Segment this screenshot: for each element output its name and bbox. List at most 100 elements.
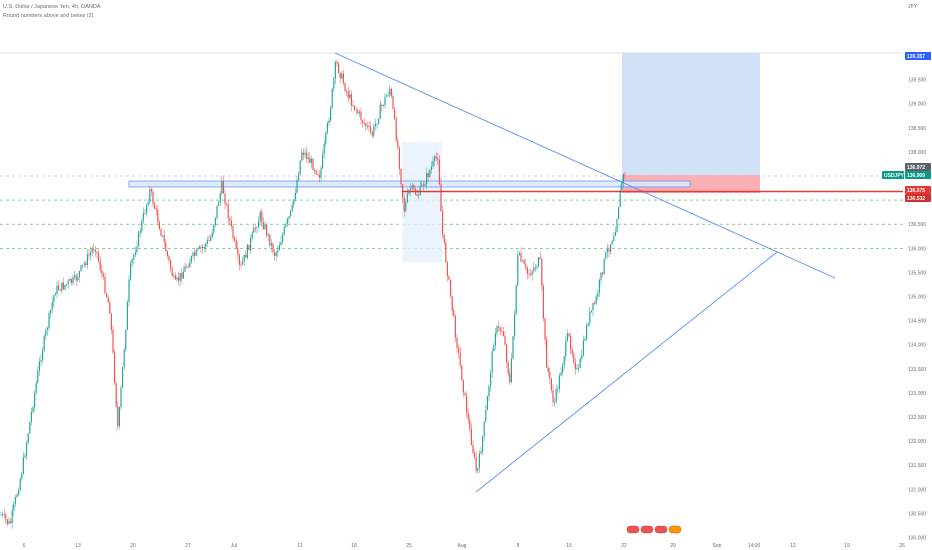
candle-bear[interactable]	[174, 275, 176, 280]
candle-bull[interactable]	[290, 210, 292, 217]
candle-bull[interactable]	[29, 421, 31, 434]
candle-bear[interactable]	[208, 240, 210, 241]
candle-bull[interactable]	[251, 232, 253, 239]
candle-bull[interactable]	[280, 241, 282, 246]
candle-bull[interactable]	[581, 355, 583, 360]
candle-bear[interactable]	[157, 209, 159, 223]
candle-bull[interactable]	[483, 421, 485, 437]
candle-bear[interactable]	[347, 91, 349, 98]
ascending-trendline[interactable]	[475, 251, 778, 493]
candle-bull[interactable]	[190, 256, 192, 263]
candle-bull[interactable]	[250, 238, 252, 251]
candle-bull[interactable]	[14, 497, 16, 504]
candle-bull[interactable]	[253, 227, 255, 233]
candle-bull[interactable]	[491, 351, 493, 373]
candle-bull[interactable]	[134, 252, 136, 255]
candle-bear[interactable]	[453, 310, 455, 317]
candle-bull[interactable]	[142, 212, 144, 221]
candle-bull[interactable]	[291, 204, 293, 211]
candle-bear[interactable]	[104, 276, 106, 294]
candle-bull[interactable]	[21, 473, 23, 479]
candle-bull[interactable]	[358, 111, 360, 114]
candle-bull[interactable]	[16, 494, 18, 498]
candle-bull[interactable]	[122, 366, 124, 388]
candle-bull[interactable]	[258, 220, 260, 228]
candle-bull[interactable]	[48, 313, 50, 328]
candle-bull[interactable]	[579, 359, 581, 368]
candle-bull[interactable]	[515, 285, 517, 314]
candle-bear[interactable]	[357, 110, 359, 114]
candle-bear[interactable]	[422, 184, 424, 187]
candle-bear[interactable]	[602, 272, 604, 274]
candle-bull[interactable]	[382, 105, 384, 106]
candle-bear[interactable]	[117, 406, 119, 427]
candle-bull[interactable]	[130, 262, 132, 280]
candle-bear[interactable]	[507, 362, 509, 374]
candle-bull[interactable]	[432, 160, 434, 167]
candle-bear[interactable]	[435, 156, 437, 159]
candle-bull[interactable]	[330, 107, 332, 121]
candle-bull[interactable]	[264, 225, 266, 229]
candle-bull[interactable]	[218, 202, 220, 206]
candle-bear[interactable]	[5, 514, 7, 520]
candle-bear[interactable]	[102, 273, 104, 277]
candle-bear[interactable]	[370, 126, 372, 132]
indicator-title[interactable]: Round numbers above and below (2)	[3, 13, 94, 19]
candle-bear[interactable]	[165, 242, 167, 252]
candle-bear[interactable]	[440, 184, 442, 212]
candle-bull[interactable]	[66, 284, 68, 285]
candle-bull[interactable]	[26, 442, 28, 456]
candle-bear[interactable]	[152, 191, 154, 204]
candle-bear[interactable]	[400, 168, 402, 185]
candle-bear[interactable]	[438, 159, 440, 185]
candle-bear[interactable]	[261, 211, 263, 223]
candle-bull[interactable]	[430, 166, 432, 171]
candle-bull[interactable]	[0, 514, 2, 516]
candle-bull[interactable]	[613, 236, 615, 242]
candle-bull[interactable]	[418, 195, 420, 196]
candle-bear[interactable]	[501, 331, 503, 333]
candle-bull[interactable]	[482, 436, 484, 452]
candle-bear[interactable]	[266, 225, 268, 236]
candle-bull[interactable]	[560, 372, 562, 376]
candle-bull[interactable]	[211, 232, 213, 238]
candle-bull[interactable]	[589, 312, 591, 324]
candle-bear[interactable]	[498, 326, 500, 328]
candle-bull[interactable]	[125, 330, 127, 350]
candle-bear[interactable]	[624, 174, 626, 176]
candle-bear[interactable]	[528, 273, 530, 275]
candle-bear[interactable]	[470, 428, 472, 445]
candle-bear[interactable]	[181, 273, 183, 279]
candle-bear[interactable]	[362, 120, 364, 123]
candle-bull[interactable]	[603, 258, 605, 274]
candle-bear[interactable]	[413, 185, 415, 189]
calendar-icon[interactable]	[640, 525, 654, 534]
candle-bull[interactable]	[67, 280, 69, 285]
candle-bear[interactable]	[469, 419, 471, 429]
candle-bear[interactable]	[269, 234, 271, 246]
candle-bull[interactable]	[586, 325, 588, 340]
candle-bear[interactable]	[272, 243, 274, 253]
candle-bear[interactable]	[594, 302, 596, 304]
candle-bull[interactable]	[536, 266, 538, 268]
candle-bull[interactable]	[576, 367, 578, 369]
candle-bear[interactable]	[416, 194, 418, 196]
candle-bear[interactable]	[115, 383, 117, 407]
candle-bear[interactable]	[574, 362, 576, 369]
candle-bear[interactable]	[232, 226, 234, 238]
candle-bear[interactable]	[171, 268, 173, 276]
candle-bear[interactable]	[437, 158, 439, 160]
candle-bull[interactable]	[301, 152, 303, 161]
loss-zone[interactable]	[622, 175, 760, 193]
support-zone[interactable]	[128, 180, 691, 188]
candle-bear[interactable]	[240, 264, 242, 266]
candle-bear[interactable]	[365, 123, 367, 127]
candle-bull[interactable]	[216, 205, 218, 218]
candle-bear[interactable]	[456, 337, 458, 348]
candle-bear[interactable]	[381, 104, 383, 106]
candle-bull[interactable]	[91, 249, 93, 253]
candle-bear[interactable]	[178, 277, 180, 281]
candle-bull[interactable]	[514, 313, 516, 337]
